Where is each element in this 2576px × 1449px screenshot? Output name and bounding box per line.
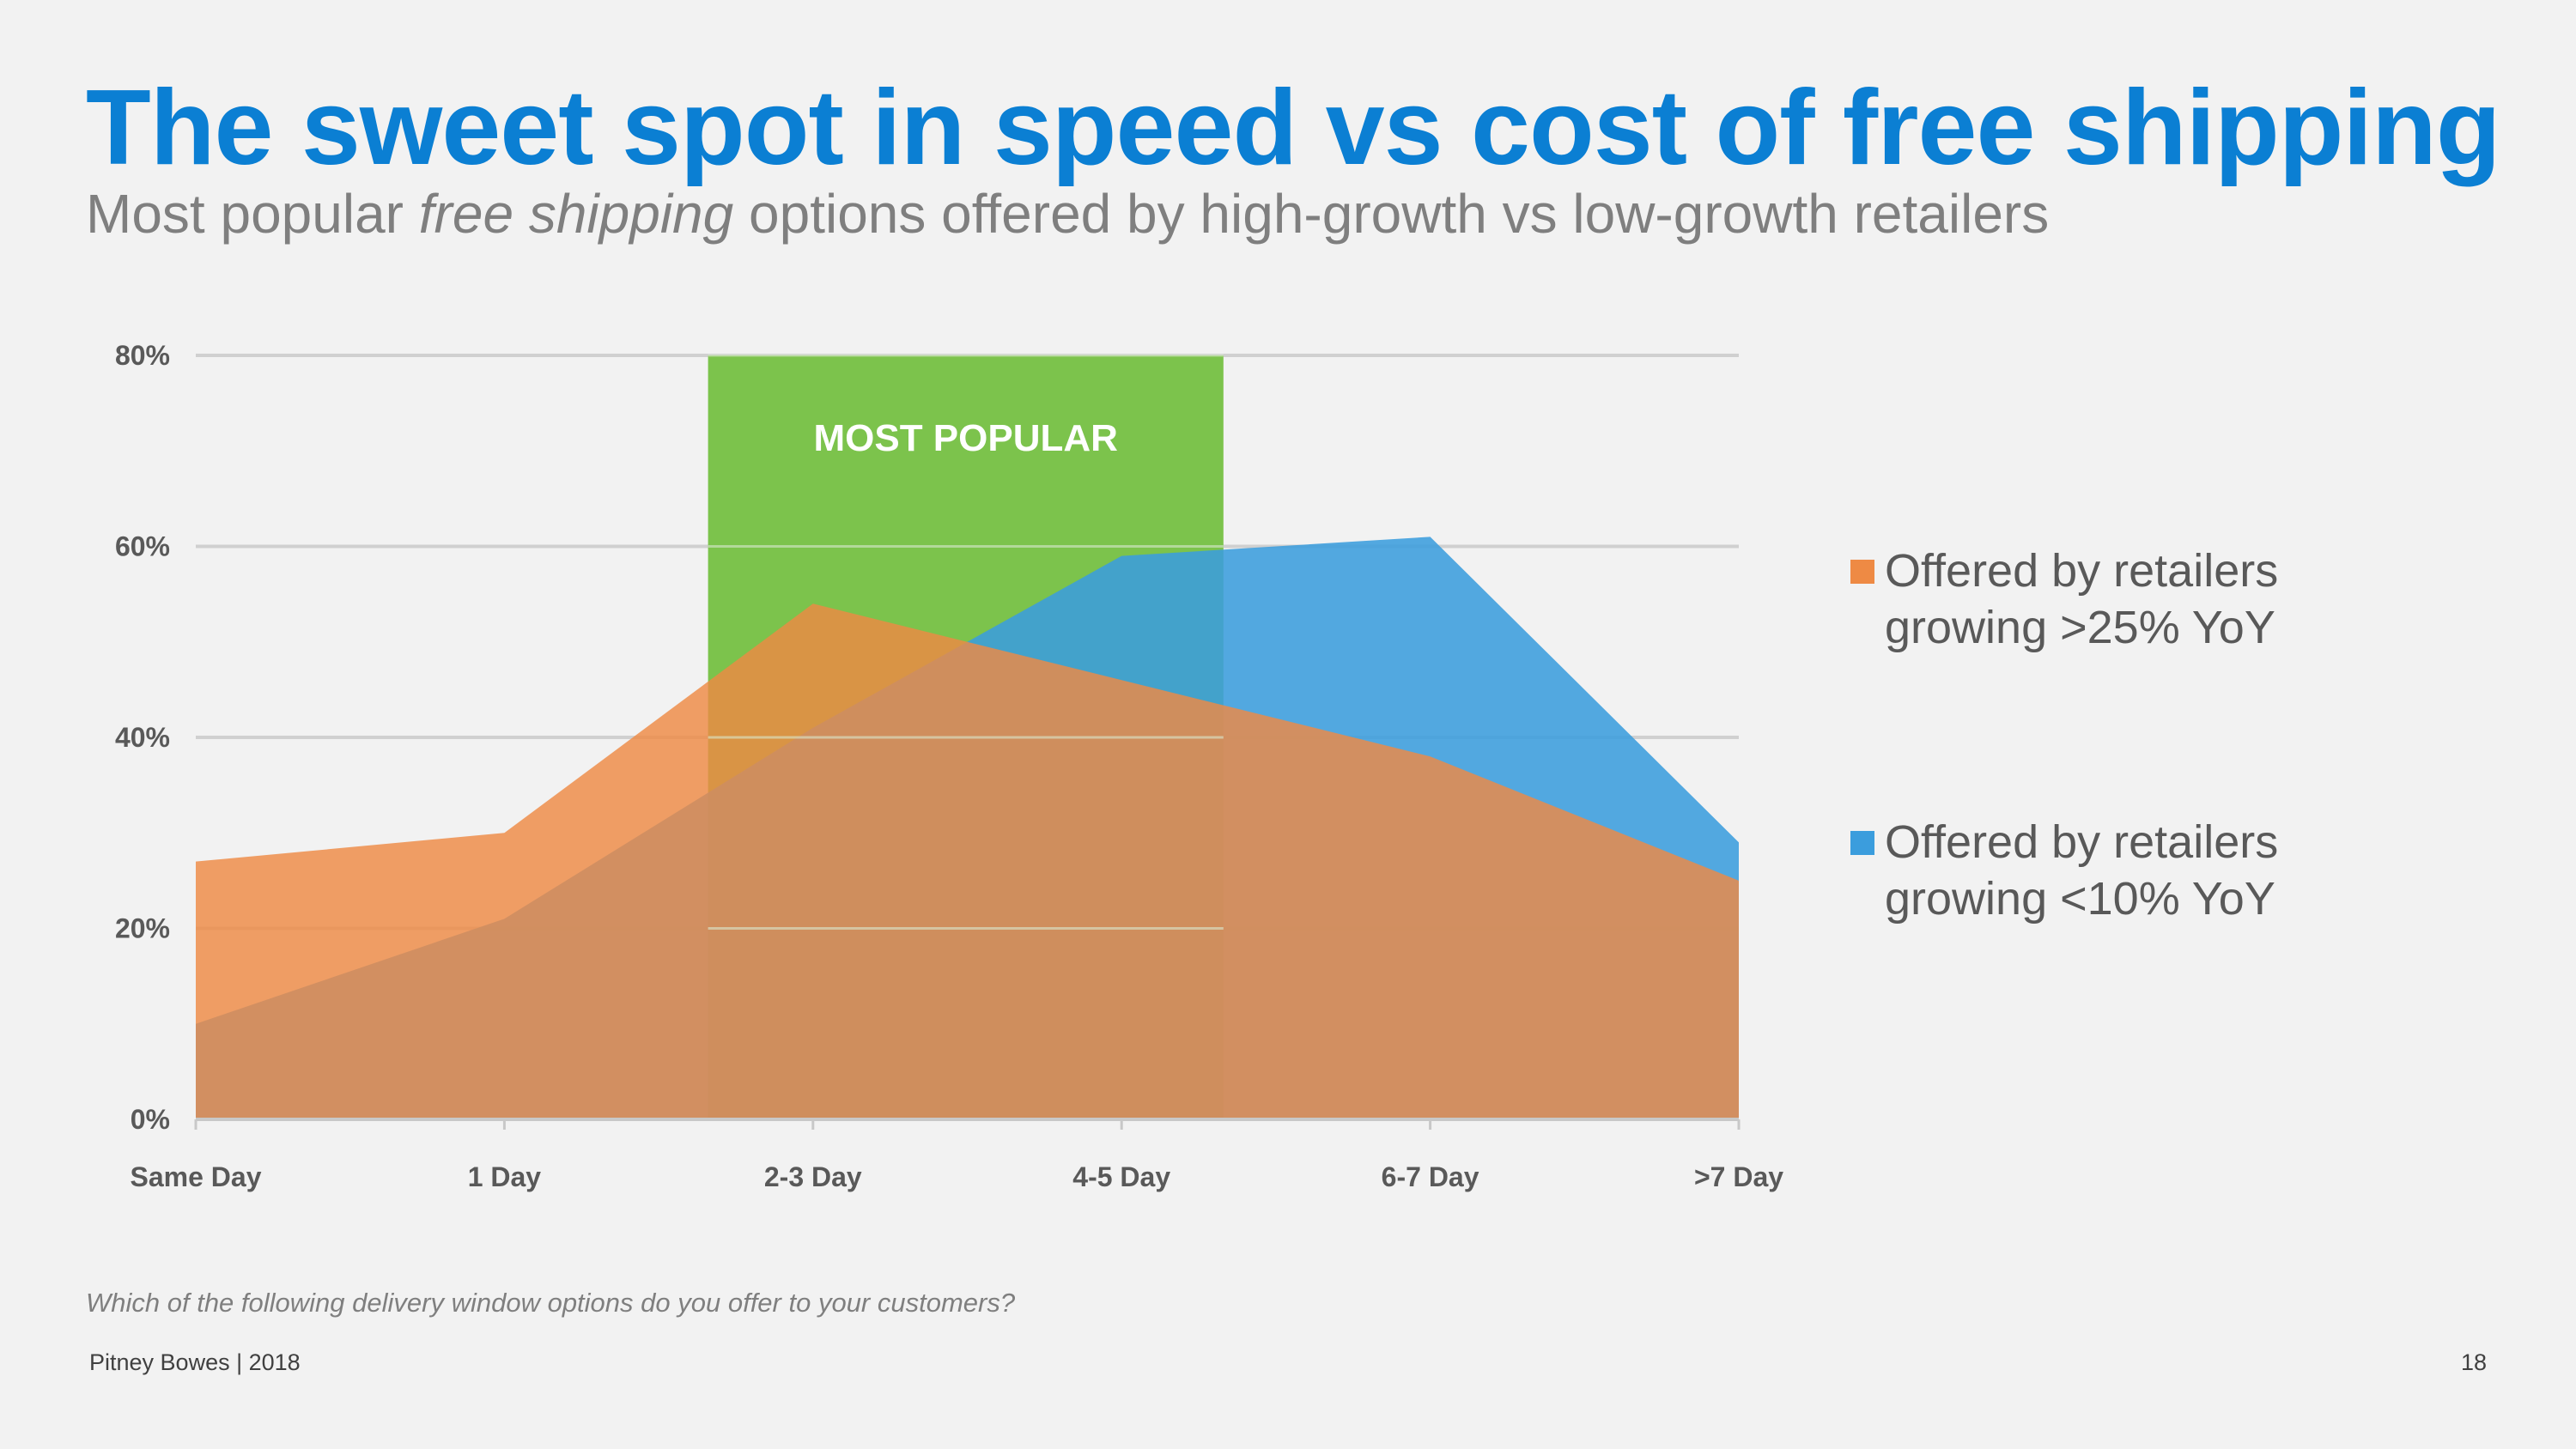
survey-question: Which of the following delivery window o… <box>86 1288 1016 1318</box>
footer-source: Pitney Bowes | 2018 <box>89 1349 301 1375</box>
subtitle-text-before: Most popular <box>86 183 419 245</box>
highlight-label: MOST POPULAR <box>813 417 1117 459</box>
legend-label-high-growth: Offered by retailers growing >25% YoY <box>1885 543 2366 656</box>
legend-label-line1: Offered by retailers <box>1885 816 2279 868</box>
subtitle-text-after: options offered by high-growth vs low-gr… <box>733 183 2050 245</box>
slide-subtitle: Most popular free shipping options offer… <box>86 182 2049 246</box>
page-number: 18 <box>2460 1349 2487 1375</box>
x-tick-label-3: 4-5 Day <box>1072 1161 1170 1192</box>
legend-swatch-blue <box>1850 831 1874 855</box>
legend-label-low-growth: Offered by retailers growing <10% YoY <box>1885 814 2366 927</box>
y-tick-label-0: 0% <box>131 1104 170 1135</box>
y-tick-label-2: 40% <box>115 722 170 753</box>
y-tick-label-3: 60% <box>115 531 170 562</box>
subtitle-emphasis: free shipping <box>418 183 734 245</box>
x-tick-label-0: Same Day <box>131 1161 262 1192</box>
y-tick-label-1: 20% <box>115 913 170 944</box>
x-tick-label-2: 2-3 Day <box>764 1161 862 1192</box>
legend-item-low-growth: Offered by retailers growing <10% YoY <box>1850 814 2366 927</box>
x-tick-label-5: >7 Day <box>1694 1161 1783 1192</box>
legend-label-line2: growing >25% YoY <box>1885 602 2275 653</box>
legend-label-line2: growing <10% YoY <box>1885 873 2275 925</box>
legend-label-line1: Offered by retailers <box>1885 545 2279 597</box>
legend-item-high-growth: Offered by retailers growing >25% YoY <box>1850 543 2366 656</box>
x-tick-label-1: 1 Day <box>468 1161 542 1192</box>
slide-title: The sweet spot in speed vs cost of free … <box>86 69 2500 187</box>
series-area-1 <box>196 603 1739 1119</box>
x-tick-label-4: 6-7 Day <box>1382 1161 1479 1192</box>
legend-swatch-orange <box>1850 560 1874 584</box>
y-tick-label-4: 80% <box>115 340 170 371</box>
